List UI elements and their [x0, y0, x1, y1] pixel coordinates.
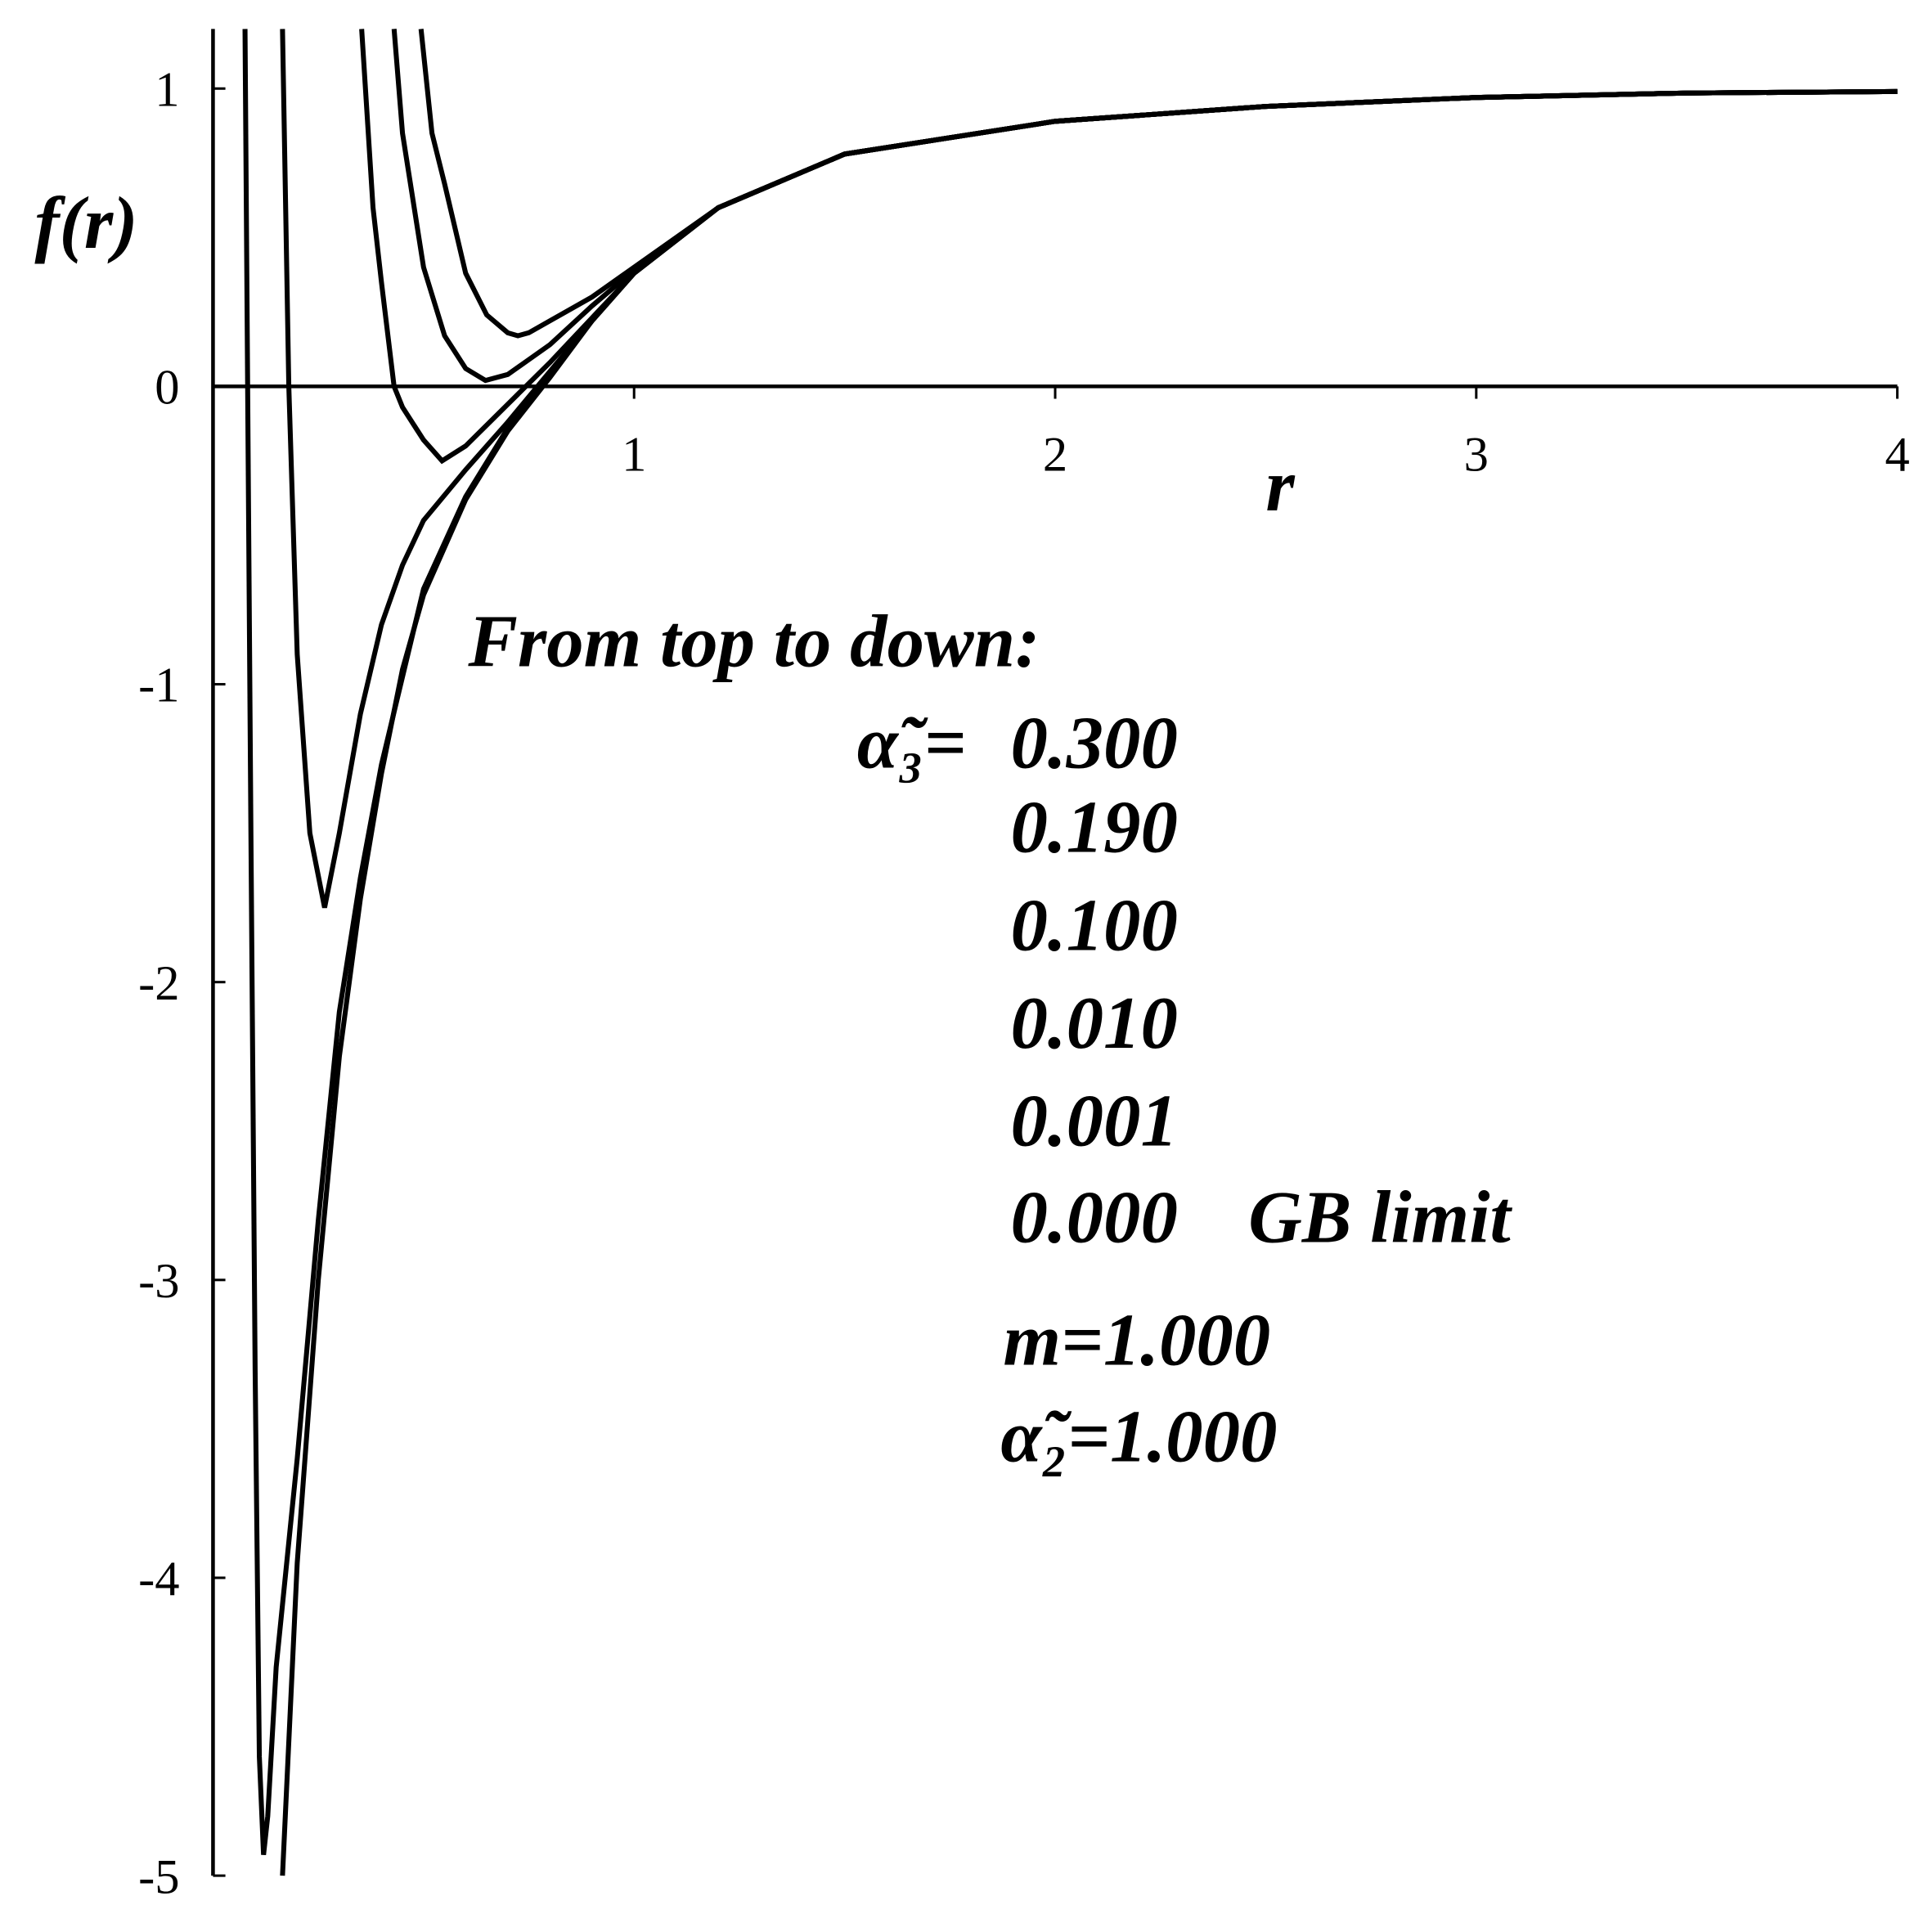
y-axis-label: f(r) [34, 182, 137, 264]
legend-label: 0.190 [1011, 786, 1178, 869]
annotation: m=1.000 [1003, 1299, 1270, 1382]
annotation: From top to down: [467, 600, 1040, 683]
legend-label: 0.100 [1011, 883, 1178, 966]
x-tick-label: 4 [1885, 427, 1909, 482]
x-tick-label: 3 [1464, 427, 1489, 482]
y-tick-label: -4 [138, 1552, 179, 1606]
x-axis-label: r [1265, 444, 1296, 527]
x-tick-label: 2 [1043, 427, 1067, 482]
curve [391, 29, 1898, 384]
y-tick-label: 0 [155, 361, 179, 416]
y-tick-label: 1 [155, 62, 179, 117]
annotation: α̃₂=1.000 [1000, 1395, 1277, 1478]
legend-label: 0.300 [1011, 702, 1178, 784]
y-tick-label: -2 [138, 956, 179, 1011]
annotation: α̃₃= [857, 702, 967, 784]
legend-label: 0.000 [1011, 1176, 1178, 1259]
curve [280, 88, 1898, 1876]
curve [418, 29, 1898, 339]
x-tick-label: 1 [622, 427, 646, 482]
y-tick-label: -5 [138, 1849, 179, 1904]
y-tick-label: -3 [138, 1254, 179, 1309]
y-tick-label: -1 [138, 658, 179, 713]
annotation: GB limit [1248, 1176, 1512, 1259]
legend-label: 0.010 [1011, 982, 1178, 1064]
legend-label: 0.001 [1011, 1080, 1178, 1162]
